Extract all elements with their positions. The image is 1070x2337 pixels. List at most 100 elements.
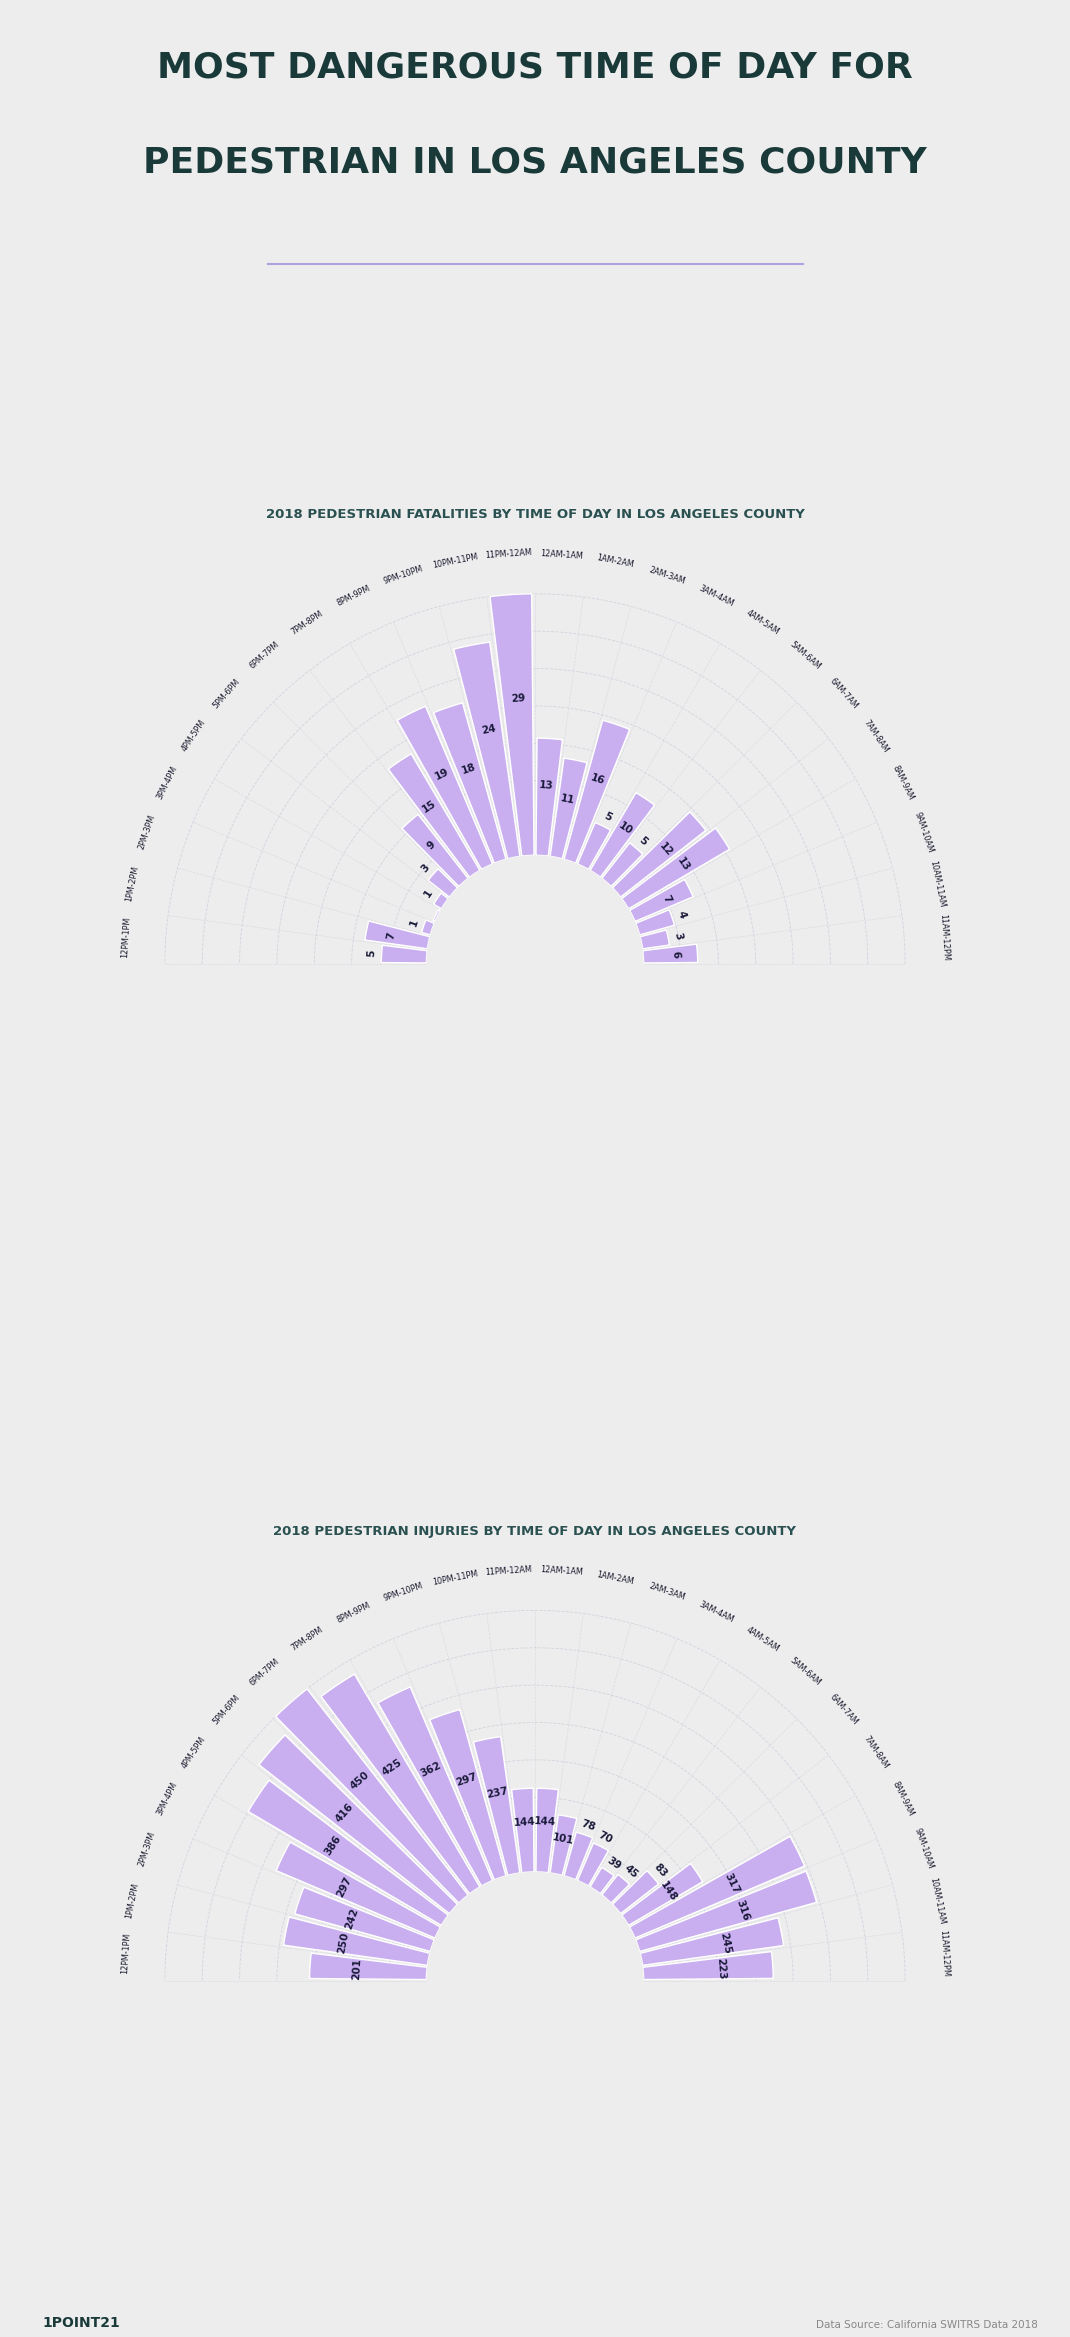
Text: Data Source: California SWITRS Data 2018: Data Source: California SWITRS Data 2018	[816, 2321, 1038, 2330]
Text: 101: 101	[551, 1832, 575, 1846]
Text: 201: 201	[351, 1958, 363, 1979]
Text: 2018 PEDESTRIAN FATALITIES BY TIME OF DAY IN LOS ANGELES COUNTY: 2018 PEDESTRIAN FATALITIES BY TIME OF DA…	[265, 509, 805, 521]
Polygon shape	[248, 1781, 448, 1926]
Text: 3AM-4AM: 3AM-4AM	[698, 1601, 735, 1624]
Polygon shape	[490, 594, 534, 855]
Polygon shape	[276, 1842, 441, 1937]
Text: 10AM-11AM: 10AM-11AM	[929, 860, 947, 909]
Text: 16: 16	[590, 771, 607, 785]
Text: 12: 12	[657, 841, 674, 858]
Polygon shape	[550, 757, 587, 858]
Text: 1PM-2PM: 1PM-2PM	[124, 865, 140, 902]
Polygon shape	[636, 909, 674, 935]
Polygon shape	[602, 844, 643, 886]
Text: 6PM-7PM: 6PM-7PM	[248, 640, 281, 671]
Text: 12PM-1PM: 12PM-1PM	[120, 1933, 132, 1975]
Polygon shape	[622, 1863, 703, 1926]
Text: 9AM-10AM: 9AM-10AM	[913, 1828, 935, 1870]
Text: 29: 29	[510, 694, 525, 703]
Polygon shape	[564, 1832, 593, 1879]
Text: 45: 45	[622, 1863, 639, 1881]
Text: 3: 3	[672, 930, 684, 939]
Text: 19: 19	[433, 767, 450, 783]
Polygon shape	[309, 1954, 427, 1979]
Text: 416: 416	[334, 1802, 355, 1825]
Text: 5PM-6PM: 5PM-6PM	[211, 678, 242, 710]
Text: 242: 242	[343, 1907, 361, 1930]
Text: PEDESTRIAN IN LOS ANGELES COUNTY: PEDESTRIAN IN LOS ANGELES COUNTY	[143, 145, 927, 180]
Polygon shape	[550, 1816, 577, 1874]
Polygon shape	[629, 1837, 805, 1937]
Text: 8AM-9AM: 8AM-9AM	[890, 764, 916, 802]
Polygon shape	[622, 827, 730, 909]
Text: 10AM-11AM: 10AM-11AM	[929, 1877, 947, 1926]
Text: 12AM-1AM: 12AM-1AM	[540, 1566, 583, 1577]
Polygon shape	[578, 1844, 609, 1886]
Text: 362: 362	[419, 1760, 443, 1778]
Text: 7AM-8AM: 7AM-8AM	[862, 1734, 890, 1771]
Polygon shape	[388, 755, 479, 876]
Text: 5AM-6AM: 5AM-6AM	[789, 640, 823, 671]
Polygon shape	[564, 720, 629, 862]
Text: 297: 297	[455, 1771, 478, 1788]
Polygon shape	[636, 1872, 816, 1951]
Text: 2AM-3AM: 2AM-3AM	[647, 1582, 686, 1603]
Polygon shape	[473, 1736, 520, 1874]
Polygon shape	[259, 1734, 458, 1914]
Text: 5: 5	[366, 949, 377, 958]
Text: 4PM-5PM: 4PM-5PM	[180, 1734, 208, 1769]
Text: 10PM-11PM: 10PM-11PM	[431, 552, 478, 570]
Text: 6: 6	[671, 951, 681, 958]
Polygon shape	[381, 944, 427, 963]
Text: 2AM-3AM: 2AM-3AM	[647, 566, 686, 587]
Polygon shape	[433, 703, 506, 862]
Polygon shape	[276, 1690, 468, 1902]
Text: 8PM-9PM: 8PM-9PM	[335, 584, 371, 608]
Text: 1PM-2PM: 1PM-2PM	[124, 1881, 140, 1919]
Polygon shape	[426, 855, 644, 963]
Text: 7: 7	[385, 930, 397, 939]
Text: 12PM-1PM: 12PM-1PM	[120, 916, 132, 958]
Text: 1AM-2AM: 1AM-2AM	[596, 1570, 635, 1587]
Text: 9PM-10PM: 9PM-10PM	[382, 1582, 424, 1603]
Text: 223: 223	[715, 1956, 727, 1979]
Text: 13: 13	[539, 781, 554, 790]
Polygon shape	[378, 1687, 492, 1886]
Polygon shape	[612, 1870, 658, 1914]
Polygon shape	[454, 643, 520, 858]
Polygon shape	[536, 738, 563, 855]
Text: 18: 18	[460, 762, 477, 776]
Text: 9PM-10PM: 9PM-10PM	[382, 566, 424, 587]
Text: 148: 148	[658, 1879, 678, 1902]
Text: 2PM-3PM: 2PM-3PM	[136, 1830, 156, 1867]
Text: 2PM-3PM: 2PM-3PM	[136, 813, 156, 851]
Point	[261, 250, 274, 278]
Text: 1POINT21: 1POINT21	[43, 2316, 121, 2330]
Polygon shape	[640, 930, 670, 949]
Polygon shape	[511, 1788, 534, 1872]
Text: 3PM-4PM: 3PM-4PM	[155, 764, 179, 802]
Text: 450: 450	[349, 1769, 371, 1792]
Text: 6PM-7PM: 6PM-7PM	[248, 1657, 281, 1687]
Text: 4PM-5PM: 4PM-5PM	[180, 717, 208, 753]
Text: 4AM-5AM: 4AM-5AM	[745, 608, 781, 638]
Text: MOST DANGEROUS TIME OF DAY FOR: MOST DANGEROUS TIME OF DAY FOR	[157, 51, 913, 84]
Text: 245: 245	[718, 1930, 732, 1954]
Text: 7AM-8AM: 7AM-8AM	[862, 717, 890, 755]
Text: 5PM-6PM: 5PM-6PM	[211, 1694, 242, 1727]
Text: 237: 237	[486, 1785, 509, 1799]
Polygon shape	[428, 869, 458, 897]
Text: 3: 3	[419, 862, 431, 874]
Text: 425: 425	[381, 1757, 404, 1776]
Text: 5: 5	[602, 811, 613, 823]
Polygon shape	[402, 813, 468, 886]
Text: 2018 PEDESTRIAN INJURIES BY TIME OF DAY IN LOS ANGELES COUNTY: 2018 PEDESTRIAN INJURIES BY TIME OF DAY …	[274, 1526, 796, 1538]
Polygon shape	[602, 1874, 629, 1902]
Text: 24: 24	[480, 724, 496, 736]
Text: 9: 9	[425, 839, 438, 851]
Text: 144: 144	[534, 1816, 556, 1828]
Polygon shape	[629, 879, 693, 921]
Text: 39: 39	[605, 1856, 623, 1872]
Polygon shape	[643, 944, 698, 963]
Polygon shape	[591, 792, 655, 876]
